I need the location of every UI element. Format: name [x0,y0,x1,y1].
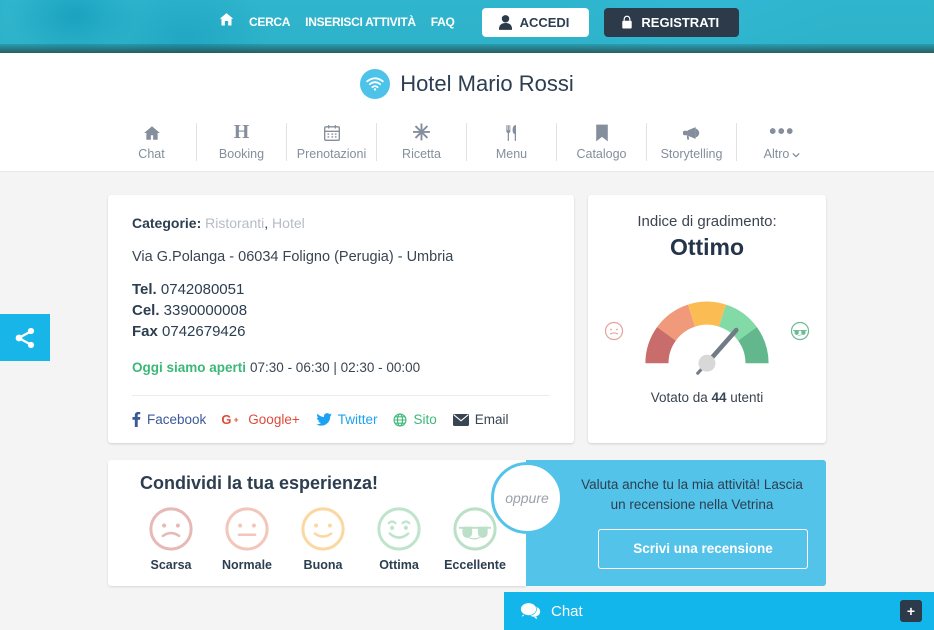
svg-text:G: G [222,413,231,427]
svg-text:+: + [234,415,239,424]
